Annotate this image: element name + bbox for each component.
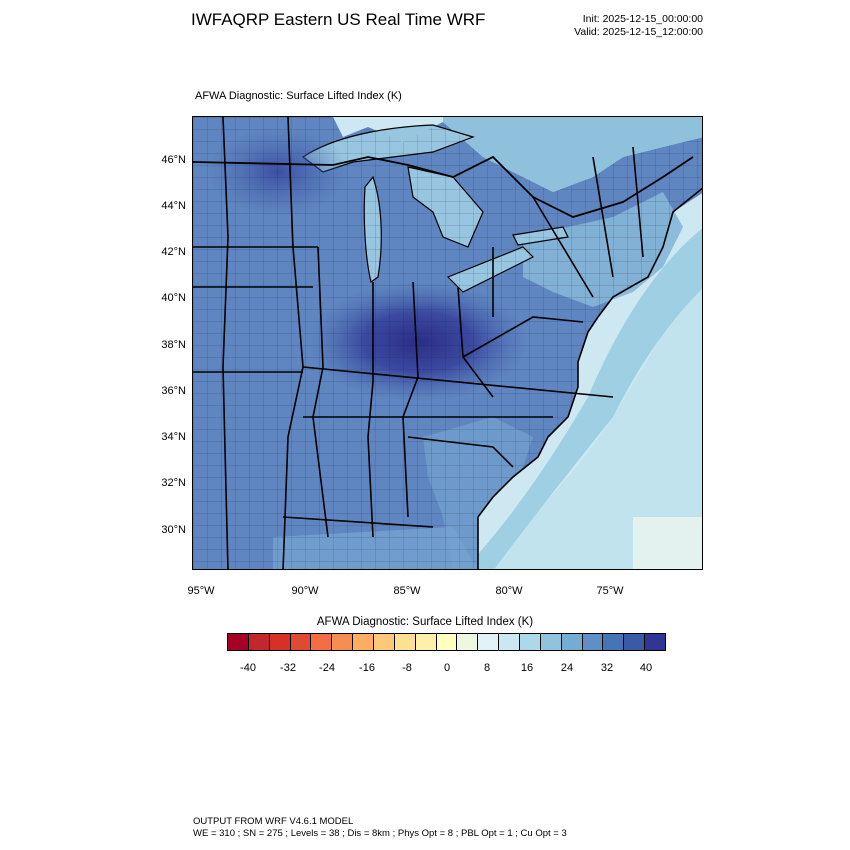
init-valid-block: Init: 2025-12-15_00:00:00 Valid: 2025-12… xyxy=(540,13,703,39)
valid-time: Valid: 2025-12-15_12:00:00 xyxy=(574,26,703,38)
lat-label-46: 46°N xyxy=(161,154,186,166)
colorbar-swatch xyxy=(436,634,458,650)
colorbar-tick: 8 xyxy=(483,662,491,674)
ocean-corner xyxy=(633,517,702,569)
colorbar-swatch xyxy=(332,634,354,650)
colorbar-tick: 40 xyxy=(639,662,653,674)
colorbar-swatch xyxy=(415,634,437,650)
colorbar-swatch xyxy=(624,634,646,650)
colorbar-tick: -40 xyxy=(240,662,256,674)
colorbar-tick: -8 xyxy=(402,662,412,674)
colorbar-swatch xyxy=(499,634,521,650)
state-boundaries xyxy=(193,117,644,569)
canada-region xyxy=(443,117,702,192)
colorbar-swatch xyxy=(561,634,583,650)
colorbar-swatch xyxy=(520,634,541,650)
init-time: Init: 2025-12-15_00:00:00 xyxy=(582,13,703,25)
lon-label-75: 75°W xyxy=(596,585,624,597)
map-subtitle: AFWA Diagnostic: Surface Lifted Index (K… xyxy=(195,90,402,102)
footer-model-line: OUTPUT FROM WRF V4.6.1 MODEL xyxy=(193,816,354,827)
colorbar-swatch xyxy=(540,634,562,650)
lat-label-36: 36°N xyxy=(161,385,186,397)
lon-label-90: 90°W xyxy=(291,585,319,597)
colorbar-swatch xyxy=(269,634,291,650)
lon-label-95: 95°W xyxy=(187,585,215,597)
colorbar-tick: 0 xyxy=(443,662,451,674)
colorbar-swatch xyxy=(290,634,312,650)
map-panel xyxy=(192,116,703,570)
ocean-band-mid xyxy=(484,270,702,569)
page-title: IWFAQRP Eastern US Real Time WRF xyxy=(191,10,486,29)
colorbar-tick: 32 xyxy=(600,662,614,674)
lon-label-80: 80°W xyxy=(495,585,523,597)
lon-label-85: 85°W xyxy=(393,585,421,597)
colorbar xyxy=(227,633,666,651)
atlantic-coastline xyxy=(477,187,702,569)
lat-label-42: 42°N xyxy=(161,246,186,258)
colorbar-swatch xyxy=(603,634,625,650)
colorbar-swatch xyxy=(248,634,270,650)
colorbar-swatch xyxy=(457,634,479,650)
colorbar-tick: -16 xyxy=(359,662,375,674)
lat-label-34: 34°N xyxy=(161,431,186,443)
colorbar-title: AFWA Diagnostic: Surface Lifted Index (K… xyxy=(316,616,534,628)
colorbar-tick: -32 xyxy=(280,662,296,674)
colorbar-swatch xyxy=(353,634,375,650)
colorbar-swatch xyxy=(374,634,395,650)
colorbar-tick: 24 xyxy=(560,662,574,674)
colorbar-swatch xyxy=(394,634,416,650)
footer-config-line: WE = 310 ; SN = 275 ; Levels = 38 ; Dis … xyxy=(193,828,567,839)
colorbar-swatch xyxy=(645,634,666,650)
lat-label-40: 40°N xyxy=(161,292,186,304)
us-canada-border xyxy=(193,155,694,218)
colorbar-swatch xyxy=(582,634,604,650)
model-footer: OUTPUT FROM WRF V4.6.1 MODEL WE = 310 ; … xyxy=(193,816,567,840)
colorbar-swatch xyxy=(478,634,500,650)
county-boundaries xyxy=(193,117,702,569)
colorbar-tick: 16 xyxy=(520,662,534,674)
colorbar-swatch xyxy=(228,634,249,650)
lifted-index-map xyxy=(193,117,702,569)
colorbar-tick: -24 xyxy=(319,662,335,674)
lat-label-30: 30°N xyxy=(161,524,186,536)
lat-label-38: 38°N xyxy=(161,339,186,351)
lat-label-32: 32°N xyxy=(161,477,186,489)
ocean-near-coast xyxy=(464,228,702,569)
colorbar-swatch xyxy=(311,634,333,650)
lat-label-44: 44°N xyxy=(161,200,186,212)
